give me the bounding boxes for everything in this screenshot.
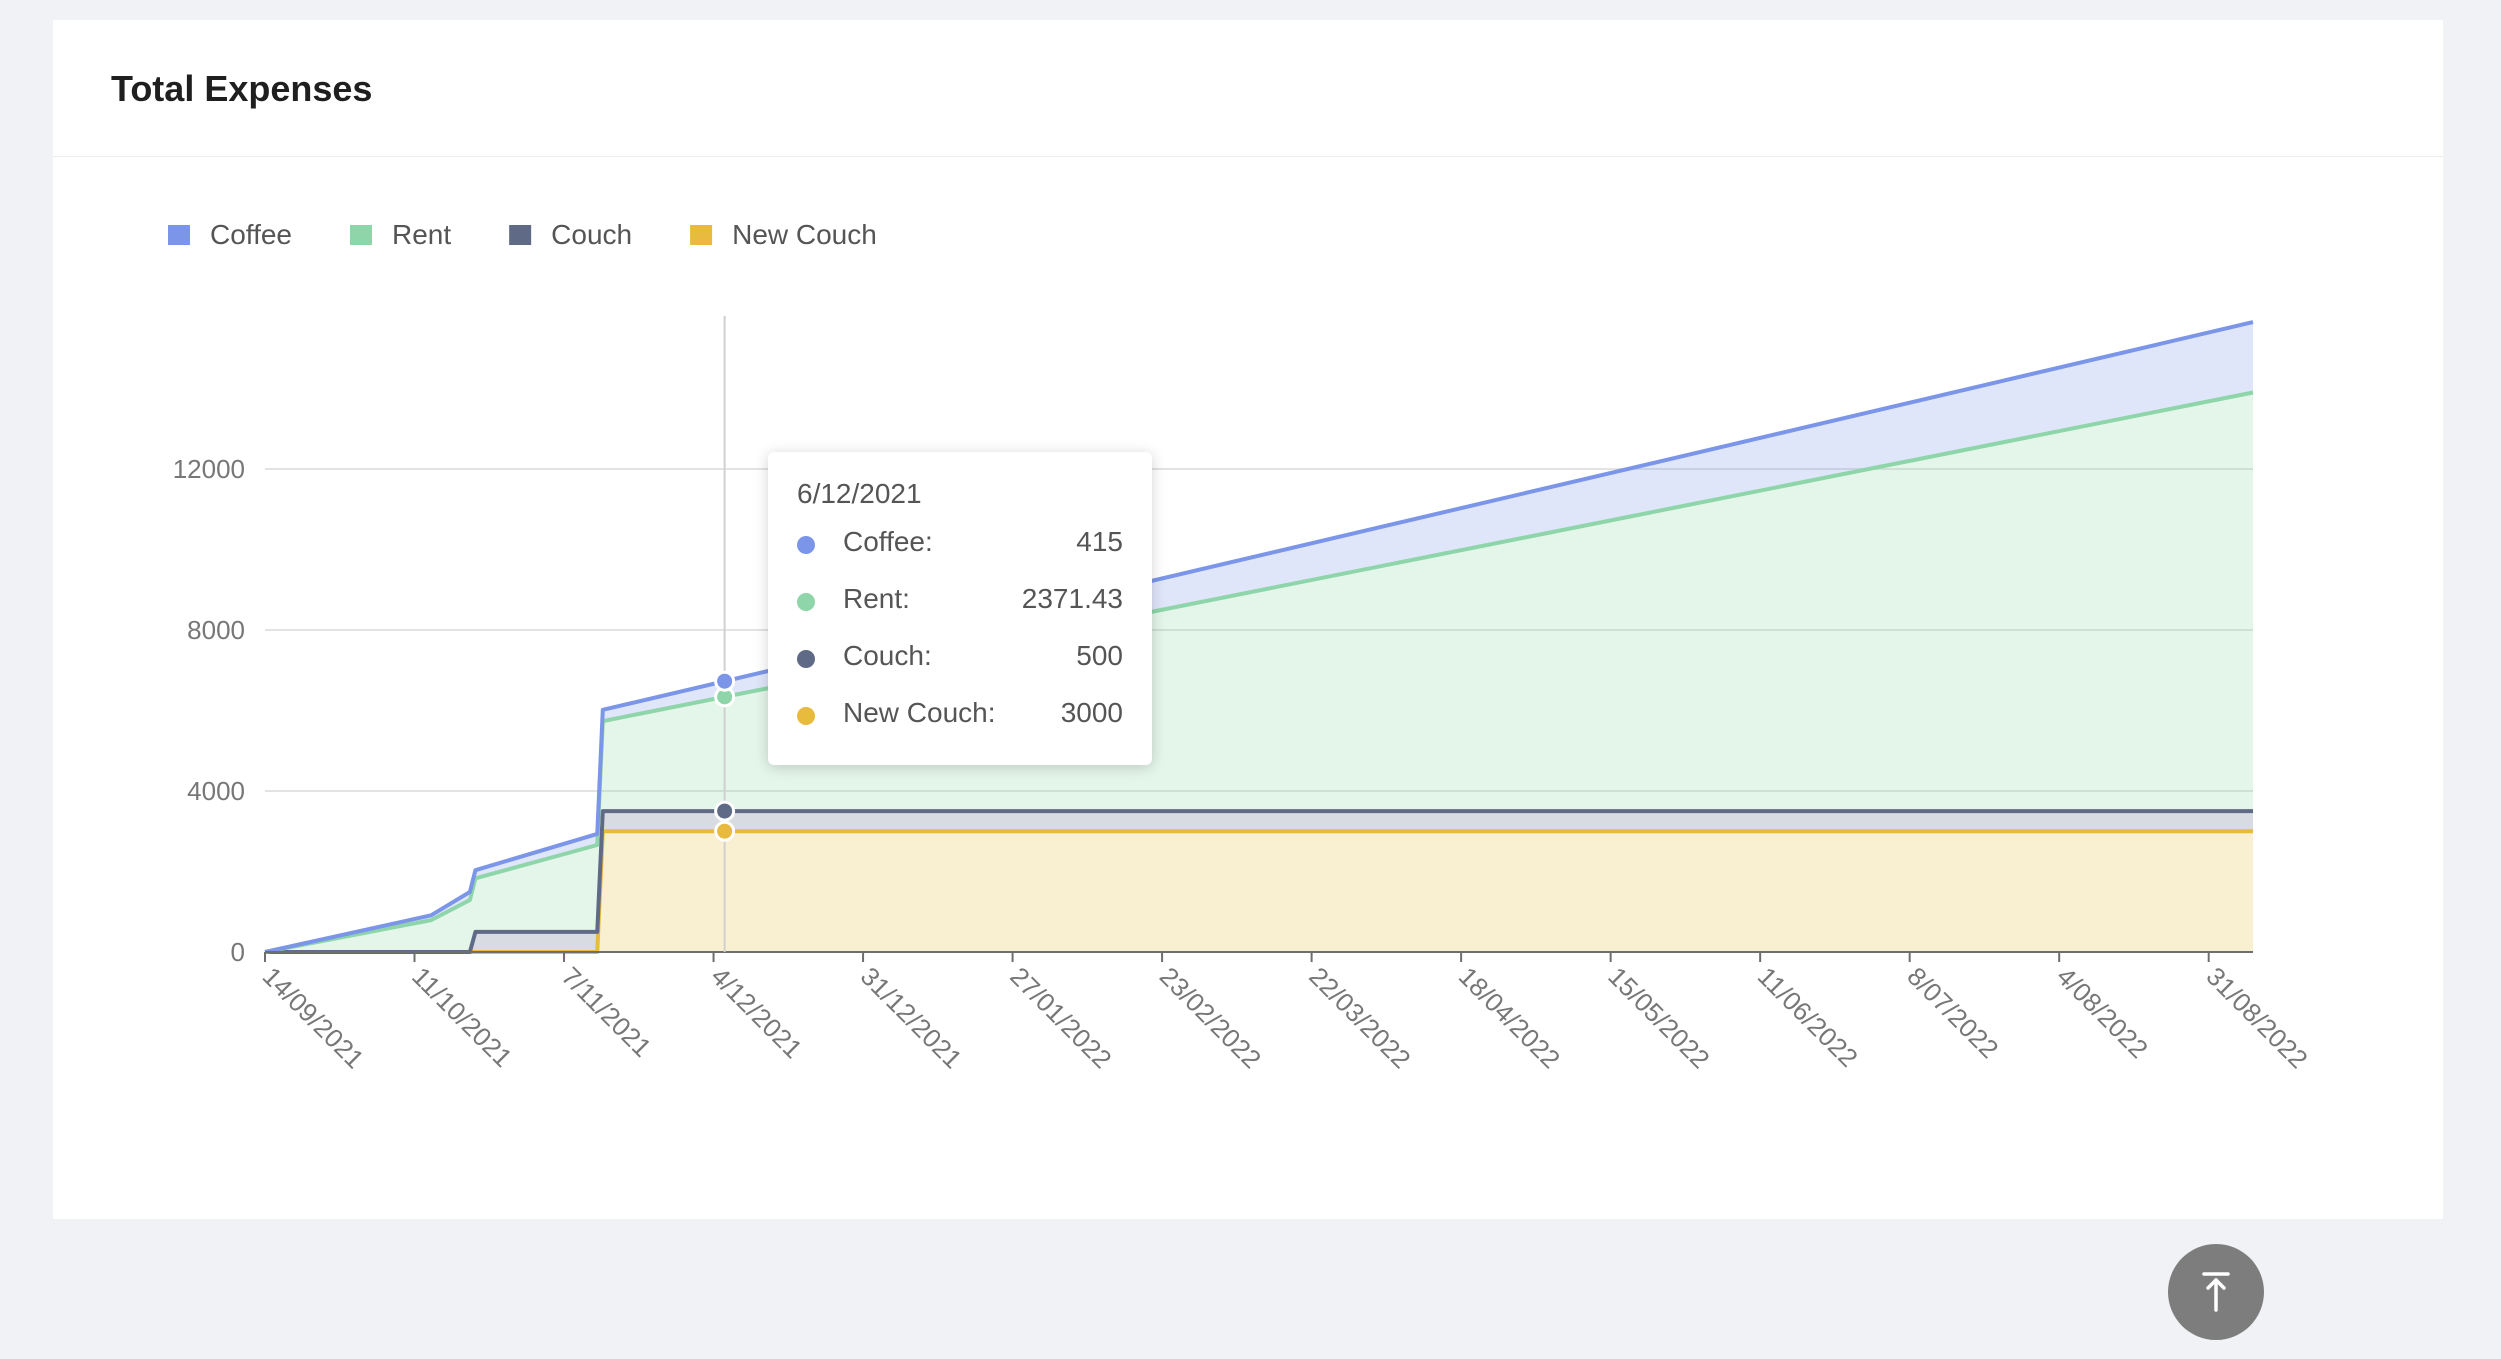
x-tick-label: 11/10/2021 [406,961,518,1073]
x-tick-label: 27/01/2022 [1004,961,1117,1074]
x-tick-label: 31/08/2022 [2200,961,2313,1074]
x-tick-label: 4/08/2022 [2051,961,2154,1064]
card-header: Total Expenses [53,20,2443,157]
x-tick-label: 8/07/2022 [1901,961,2004,1064]
tooltip-row-couch: Couch: 500 [797,640,1123,680]
x-tick-label: 7/11/2021 [556,961,658,1063]
legend[interactable]: Coffee Rent Couch New Couch [168,219,877,250]
legend-swatch-rent [350,225,372,245]
tooltip-label: Rent: [843,583,910,614]
y-tick-label: 8000 [187,615,245,645]
tooltip-value: 415 [1076,526,1123,557]
y-tick-label: 12000 [173,454,245,484]
y-tick-label: 4000 [187,776,245,806]
legend-swatch-new-couch [690,225,713,245]
tooltip-dot [797,707,815,725]
tooltip-value: 3000 [1060,697,1123,728]
coffee-area [265,322,2253,952]
rent-area [265,392,2253,952]
y-tick-label: 0 [231,937,245,967]
legend-item-rent[interactable]: Rent [392,219,451,250]
tooltip-dot [797,593,815,611]
x-tick-label: 22/03/2022 [1303,961,1416,1074]
legend-item-new-couch[interactable]: New Couch [732,219,877,250]
expenses-card: Total Expenses [53,20,2443,1219]
legend-swatch-coffee [168,225,190,245]
hover-indicator [714,316,736,952]
tooltip-row-coffee: Coffee: 415 [797,526,1123,566]
card-title: Total Expenses [111,68,373,109]
legend-swatch-couch [509,225,532,245]
grid-lines [265,467,2253,792]
scroll-to-top-button[interactable] [2168,1244,2264,1340]
tooltip-value: 2371.43 [1021,583,1123,614]
tooltip-label: Coffee: [843,526,933,557]
tooltip-row-new-couch: New Couch: 3000 [797,697,1123,737]
legend-item-couch[interactable]: Couch [551,219,632,250]
x-tick-label: 23/02/2022 [1154,961,1267,1074]
tooltip-date: 6/12/2021 [797,478,922,509]
series-areas [265,322,2253,952]
x-tick-label: 11/06/2022 [1752,961,1864,1073]
x-tick-label: 15/05/2022 [1602,961,1715,1074]
tooltip-dot [797,650,815,668]
x-tick-label: 31/12/2021 [855,961,968,1074]
arrow-up-to-line-icon [2202,1272,2230,1312]
tooltip-value: 500 [1076,640,1123,671]
x-tick-label: 14/09/2021 [257,961,370,1074]
new-couch-area [265,831,2253,952]
coffee-line [264,320,2254,954]
couch-area [265,811,2253,952]
legend-item-coffee[interactable]: Coffee [210,219,292,250]
coffee-hover-point [714,670,736,692]
x-tick-label: 4/12/2021 [705,961,808,1064]
x-tick-label: 18/04/2022 [1453,961,1566,1074]
tooltip-dot [797,536,815,554]
chart-tooltip: 6/12/2021 Coffee: 415 Rent: 2371.43 Couch: 50… [768,452,1152,765]
tooltip-row-rent: Rent: 2371.43 [797,583,1123,623]
new-couch-hover-point [714,820,736,842]
tooltip-label: New Couch: [843,697,996,728]
couch-hover-point [714,800,736,822]
tooltip-label: Couch: [843,640,932,671]
